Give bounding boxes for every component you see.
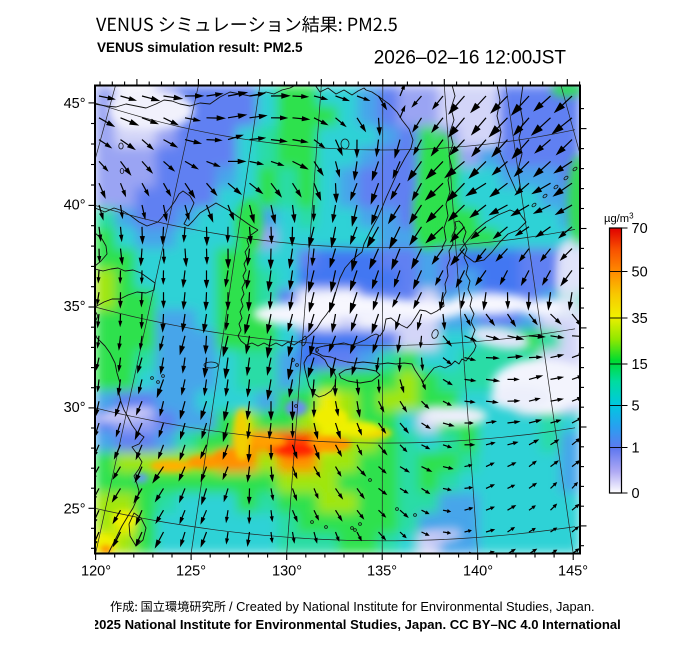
svg-text:30°: 30° [64,400,86,416]
svg-text:45°: 45° [64,96,86,112]
svg-text:120°: 120° [81,564,111,580]
svg-text:/ Created by National Institut: / Created by National Institute for Envi… [229,599,595,614]
svg-text:35: 35 [632,311,648,327]
svg-text:25°: 25° [64,501,86,517]
svg-text:5: 5 [632,399,640,415]
svg-text:145°: 145° [558,564,588,580]
svg-text:0: 0 [632,486,640,502]
svg-text:130°: 130° [272,564,302,580]
svg-text:35°: 35° [64,299,86,315]
svg-text:140°: 140° [463,564,493,580]
svg-text:1: 1 [632,441,640,457]
svg-text:70: 70 [632,221,648,237]
svg-text:2026–02–16 12:00JST: 2026–02–16 12:00JST [374,48,567,69]
svg-text:2025 National Institute for En: 2025 National Institute for Environmenta… [92,617,621,632]
svg-text:125°: 125° [176,564,206,580]
svg-text:15: 15 [632,357,648,373]
svg-text:50: 50 [632,265,648,281]
svg-text:µg/m3: µg/m3 [604,212,634,226]
svg-text:40°: 40° [64,198,86,214]
svg-text:135°: 135° [367,564,397,580]
svg-text:VENUS simulation result: PM2.5: VENUS simulation result: PM2.5 [97,40,303,55]
